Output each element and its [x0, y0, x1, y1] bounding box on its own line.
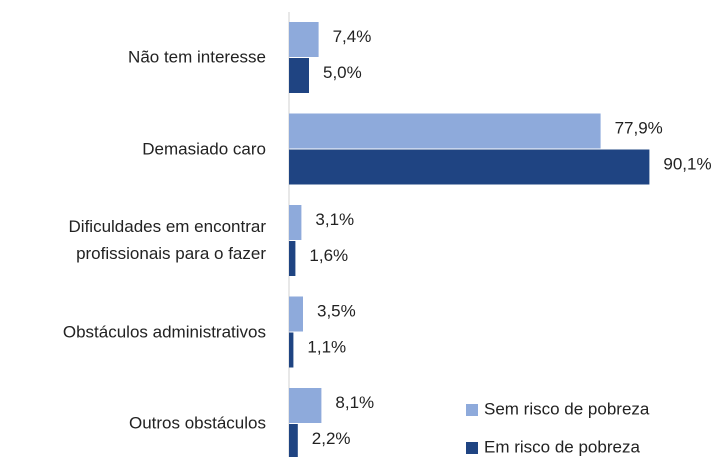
category-label: Demasiado caro: [142, 139, 266, 158]
bar: [289, 424, 298, 457]
category-label: Obstáculos administrativos: [62, 322, 266, 341]
bar: [289, 113, 601, 149]
category-label: Dificuldades em encontrar profissionais …: [68, 217, 266, 263]
legend-label: Em risco de pobreza: [484, 437, 640, 456]
value-label: 1,1%: [307, 337, 346, 356]
value-label: 7,4%: [333, 27, 372, 46]
legend-swatch: [466, 442, 478, 454]
legend-label: Sem risco de pobreza: [484, 399, 650, 418]
value-label: 77,9%: [615, 118, 663, 137]
bar: [289, 388, 322, 423]
value-label: 3,5%: [317, 301, 356, 320]
category-label: Não tem interesse: [128, 47, 266, 67]
value-label: 3,1%: [315, 210, 354, 229]
bar: [289, 58, 309, 93]
value-label: 5,0%: [323, 63, 362, 82]
bar: [289, 22, 319, 57]
category-label: Outros obstáculos: [128, 413, 266, 433]
bar: [289, 241, 296, 276]
legend-swatch: [466, 404, 478, 416]
value-label: 1,6%: [309, 246, 348, 265]
bar: [289, 205, 302, 240]
value-label: 8,1%: [335, 393, 374, 412]
bar: [289, 296, 303, 332]
value-label: 2,2%: [312, 429, 351, 448]
bar: [289, 332, 294, 368]
value-label: 90,1%: [663, 154, 711, 173]
bar: [289, 149, 650, 185]
